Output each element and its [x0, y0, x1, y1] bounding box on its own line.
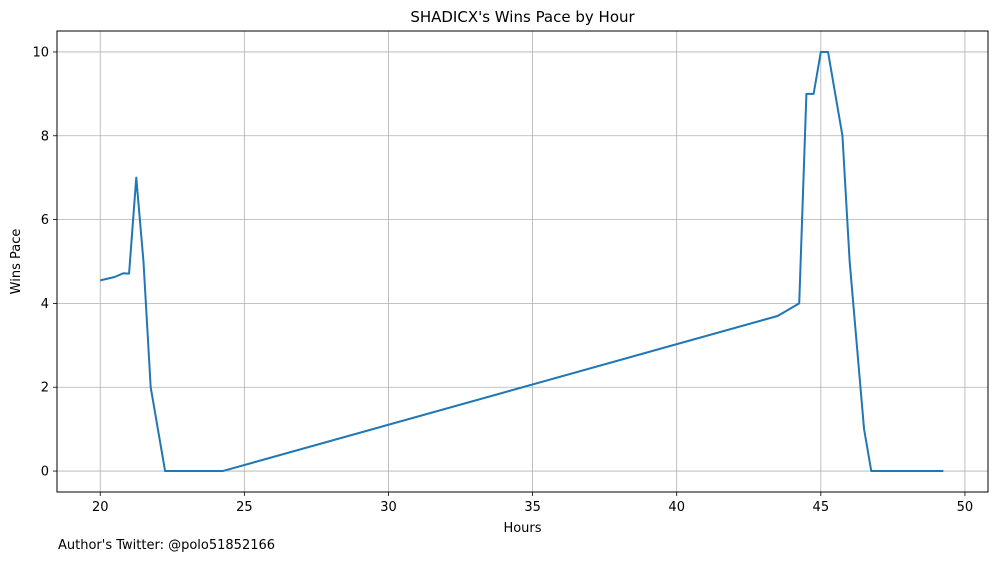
- x-tick-label: 45: [813, 500, 830, 515]
- y-tick-label: 2: [41, 381, 49, 396]
- series-layer: [100, 50, 944, 473]
- y-tick-label: 4: [41, 297, 49, 312]
- y-tick-label: 6: [41, 213, 49, 228]
- series-line: [100, 50, 944, 473]
- author-credit: Author's Twitter: @polo51852166: [58, 538, 276, 553]
- y-tick-label: 8: [41, 129, 49, 144]
- plot-frame: [56, 30, 989, 493]
- x-tick-label: 30: [380, 500, 397, 515]
- x-tick-label: 40: [668, 500, 685, 515]
- y-tick-label: 10: [32, 45, 49, 60]
- x-axis: 20 25 30 35 40 45 50: [92, 492, 973, 515]
- y-tick-label: 0: [41, 465, 49, 480]
- x-tick-label: 25: [236, 500, 253, 515]
- x-tick-label: 35: [524, 500, 541, 515]
- y-axis: 0 2 4 6 8 10: [32, 45, 57, 480]
- y-axis-label: Wins Pace: [9, 229, 24, 295]
- x-axis-label: Hours: [503, 521, 541, 536]
- chart-title: SHADICX's Wins Pace by Hour: [410, 8, 635, 26]
- grid-lines: [57, 31, 988, 492]
- x-tick-label: 20: [92, 500, 109, 515]
- x-tick-label: 50: [957, 500, 974, 515]
